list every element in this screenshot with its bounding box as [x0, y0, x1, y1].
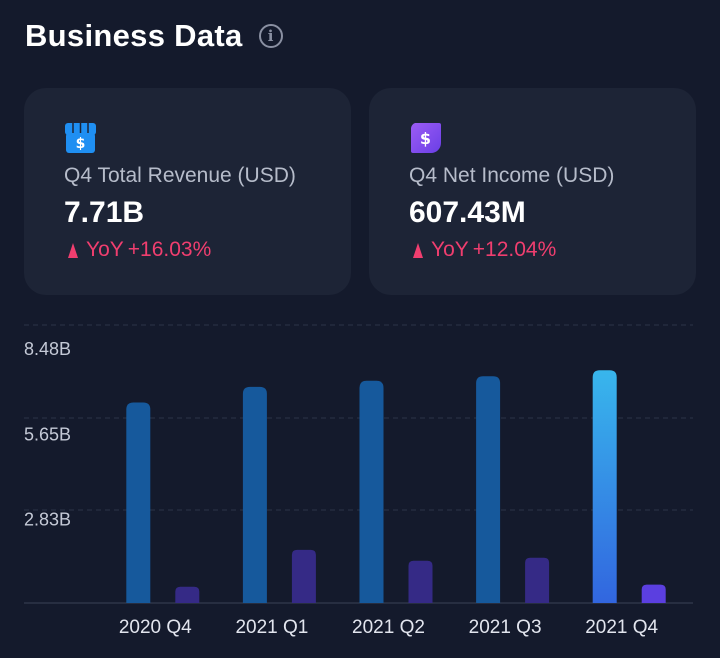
x-tick-label: 2021 Q4: [585, 617, 658, 638]
header: Business Data i: [25, 18, 283, 54]
revenue-bar: [126, 402, 151, 603]
income-yoy: YoY +12.04%: [413, 238, 556, 262]
info-icon[interactable]: i: [258, 24, 283, 48]
dollar-badge-icon: $: [410, 123, 441, 153]
revenue-bar: [592, 370, 617, 603]
y-tick-label: 5.65B: [24, 424, 71, 444]
y-tick-label: 8.48B: [24, 339, 71, 359]
revenue-card: $ Q4 Total Revenue (USD) 7.71B YoY +16.0…: [24, 88, 351, 295]
yoy-label: YoY: [431, 238, 469, 261]
yoy-value: +12.04%: [472, 238, 557, 261]
x-tick-label: 2020 Q4: [119, 617, 192, 638]
income-label: Q4 Net Income (USD): [409, 164, 615, 187]
income-value: 607.43M: [409, 196, 526, 229]
store-dollar-icon: $: [65, 123, 96, 153]
yoy-value: +16.03%: [127, 238, 212, 261]
yoy-label: YoY: [86, 238, 124, 261]
business-bar-chart: 2.83B 5.65B 8.48B 2020 Q4 2021 Q1 2021 Q2 2021…: [24, 324, 693, 638]
up-arrow-icon: [413, 242, 423, 258]
income-bar: [291, 549, 316, 603]
revenue-bar: [359, 380, 384, 603]
x-tick-label: 2021 Q2: [352, 617, 425, 638]
income-bar: [175, 586, 200, 603]
up-arrow-icon: [68, 242, 78, 258]
revenue-bar: [476, 376, 501, 603]
income-bar: [408, 560, 433, 603]
income-card: $ Q4 Net Income (USD) 607.43M YoY +12.04…: [369, 88, 696, 295]
page-title: Business Data: [25, 18, 243, 53]
income-bar: [525, 557, 550, 603]
revenue-value: 7.71B: [64, 196, 145, 229]
svg-text:$: $: [76, 136, 86, 152]
revenue-label: Q4 Total Revenue (USD): [64, 164, 296, 187]
svg-text:$: $: [420, 129, 431, 148]
x-tick-label: 2021 Q3: [469, 617, 542, 638]
y-tick-label: 2.83B: [24, 510, 71, 530]
income-bar: [641, 584, 666, 603]
revenue-yoy: YoY +16.03%: [68, 238, 211, 262]
revenue-bar: [242, 386, 267, 603]
x-tick-label: 2021 Q1: [235, 617, 308, 638]
